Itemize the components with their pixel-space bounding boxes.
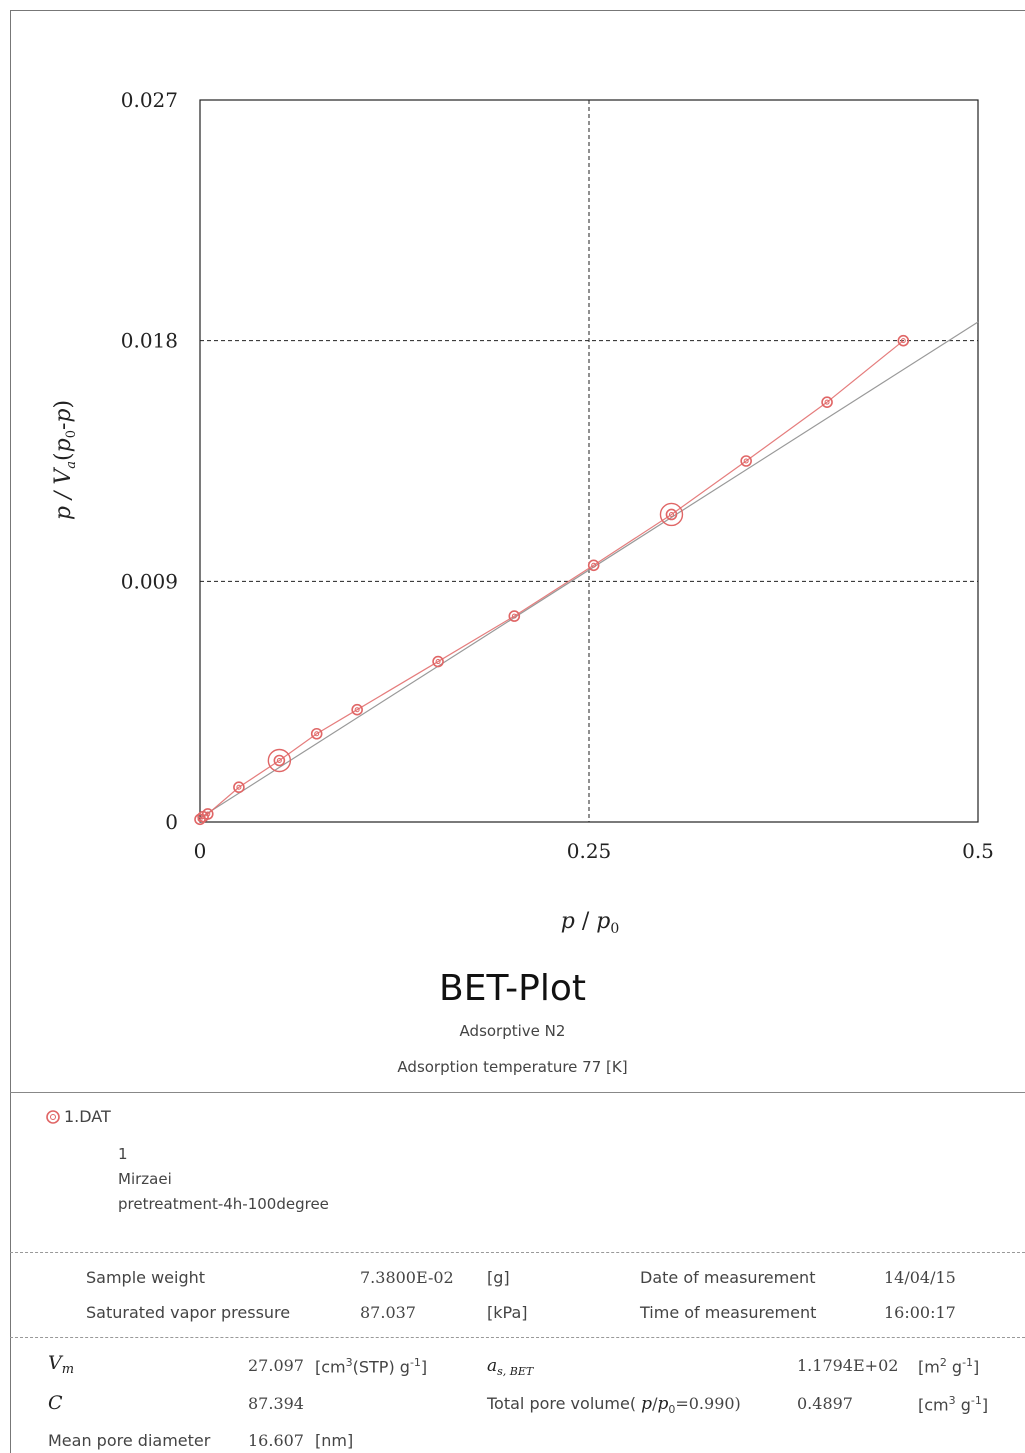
sample-weight-value: 7.3800E-02: [360, 1268, 454, 1287]
y-tick-label: 0.027: [121, 88, 178, 112]
mpd-label: Mean pore diameter: [48, 1431, 210, 1450]
legend-line-1: 1: [118, 1145, 128, 1163]
chart-title: BET-Plot: [0, 968, 1025, 1009]
y-tick-label: 0.018: [121, 329, 178, 353]
legend-label: 1.DAT: [64, 1107, 111, 1126]
divider: [10, 1337, 1025, 1338]
legend-line-2: Mirzaei: [118, 1170, 172, 1188]
svp-unit: [kPa]: [487, 1303, 527, 1322]
tpv-value: 0.4897: [797, 1394, 853, 1413]
date-value: 14/04/15: [884, 1268, 956, 1287]
grid-lines: [200, 100, 978, 822]
x-tick-label: 0: [194, 839, 207, 863]
date-label: Date of measurement: [640, 1268, 815, 1287]
tpv-unit: [cm3 g-1]: [918, 1394, 988, 1414]
divider: [10, 1252, 1025, 1253]
vm-symbol: Vm: [48, 1352, 74, 1377]
bet-plot-chart: 0 0.25 0.5 0 0.009 0.018 0.027 p / p0 p / Va(p…: [0, 0, 1025, 960]
as-symbol: as, BET: [487, 1356, 533, 1378]
as-value: 1.1794E+02: [797, 1356, 898, 1375]
divider: [10, 1092, 1025, 1093]
vm-value: 27.097: [248, 1356, 304, 1375]
c-value: 87.394: [248, 1394, 304, 1413]
x-tick-label: 0.5: [962, 839, 994, 863]
y-axis-label: p / Va(p0-p): [51, 400, 79, 520]
legend-marker-icon: [44, 1108, 62, 1126]
y-tick-label: 0.009: [121, 569, 178, 593]
sample-weight-unit: [g]: [487, 1268, 510, 1287]
mpd-value: 16.607: [248, 1431, 304, 1450]
as-unit: [m2 g-1]: [918, 1356, 979, 1376]
chart-subtitle-temperature: Adsorption temperature 77 [K]: [0, 1058, 1025, 1076]
mpd-unit: [nm]: [315, 1431, 353, 1450]
sample-weight-label: Sample weight: [86, 1268, 205, 1287]
series-line: [200, 341, 903, 820]
svp-value: 87.037: [360, 1303, 416, 1322]
legend-line-3: pretreatment-4h-100degree: [118, 1195, 329, 1213]
vm-unit: [cm3(STP) g-1]: [315, 1356, 427, 1376]
tick-labels: 0 0.25 0.5 0 0.009 0.018 0.027: [121, 88, 994, 863]
y-tick-label: 0: [165, 810, 178, 834]
c-symbol: C: [48, 1392, 63, 1414]
x-axis-label: p / p0: [561, 909, 620, 937]
x-tick-label: 0.25: [567, 839, 612, 863]
tpv-label: Total pore volume( p/p0=0.990): [487, 1394, 741, 1416]
series-1dat: [195, 322, 978, 824]
time-label: Time of measurement: [640, 1303, 816, 1322]
chart-subtitle-adsorptive: Adsorptive N2: [0, 1022, 1025, 1040]
svp-label: Saturated vapor pressure: [86, 1303, 290, 1322]
time-value: 16:00:17: [884, 1303, 956, 1322]
